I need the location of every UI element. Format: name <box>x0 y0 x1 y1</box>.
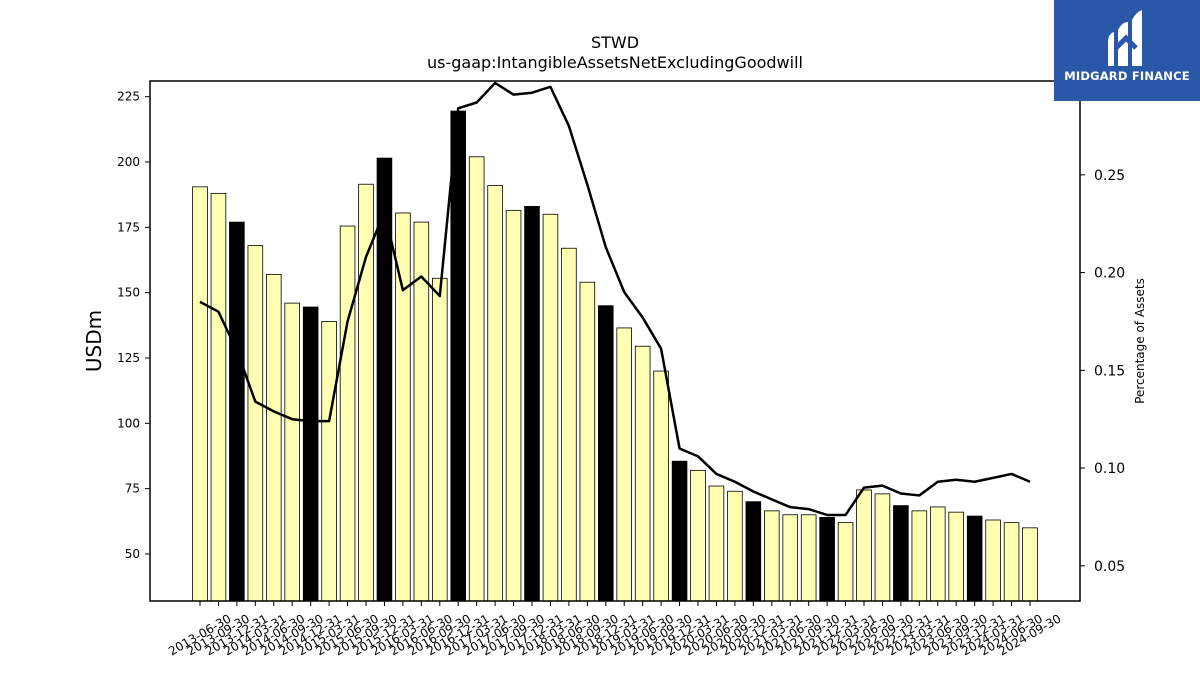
bar <box>764 510 780 602</box>
bar <box>321 320 337 602</box>
bar <box>819 516 835 602</box>
bar <box>966 515 983 602</box>
y-tick-label: 175 <box>117 220 140 234</box>
logo-text: MIDGARD FINANCE <box>1064 69 1190 83</box>
bar <box>247 245 264 602</box>
bar <box>598 305 614 602</box>
logo-mark-icon <box>1108 10 1142 66</box>
y-tick-label: 125 <box>117 351 140 365</box>
bar <box>561 247 577 602</box>
bar <box>1003 522 1020 602</box>
bar <box>690 469 706 602</box>
bar <box>339 225 356 602</box>
bar <box>782 514 799 602</box>
bar <box>450 110 466 602</box>
bar <box>431 277 448 602</box>
bar <box>487 185 503 602</box>
chart-title: STWD <box>591 33 639 52</box>
bar <box>671 460 688 602</box>
bar <box>985 519 1001 602</box>
x-axis: 2013-06-302013-09-302013-12-312014-03-31… <box>166 601 1064 658</box>
bar <box>302 306 319 602</box>
y-right-tick-label: 0.25 <box>1094 168 1125 184</box>
y-tick-label: 50 <box>125 547 140 561</box>
bar <box>911 510 928 602</box>
chart-subtitle: us-gaap:IntangibleAssetsNetExcludingGood… <box>427 53 803 72</box>
bar <box>616 327 633 602</box>
y-tick-label: 100 <box>117 416 140 430</box>
bar <box>708 485 725 602</box>
bar <box>893 505 909 602</box>
percentage-line <box>199 81 1031 517</box>
bar <box>727 490 743 602</box>
bar <box>837 522 854 602</box>
y-tick-label: 225 <box>117 90 140 104</box>
bar <box>856 489 872 602</box>
line-series <box>199 81 1031 517</box>
y-right-tick-label: 0.10 <box>1094 461 1125 477</box>
y-tick-label: 150 <box>117 286 140 300</box>
bar <box>948 511 965 602</box>
y-tick-label: 75 <box>125 482 140 496</box>
bar <box>1022 527 1038 602</box>
y-tick-label: 200 <box>117 155 140 169</box>
y-right-tick-label: 0.05 <box>1094 559 1125 575</box>
bar <box>634 345 651 602</box>
y-right-tick-label: 0.15 <box>1094 363 1125 379</box>
bar <box>229 221 245 602</box>
y-axis-label: USDm <box>82 310 106 372</box>
bar <box>210 192 227 602</box>
y-right-tick-label: 0.20 <box>1094 266 1125 282</box>
bar <box>579 281 596 602</box>
y-axis-right: 0.05 0.10 0.15 0.20 0.25 <box>1080 168 1125 575</box>
bar <box>653 370 669 602</box>
bar <box>505 209 522 602</box>
bar <box>745 501 762 602</box>
bar <box>192 186 208 602</box>
bar <box>284 302 300 602</box>
y-axis-left: 50 75 100 125 150 175 200 225 <box>117 90 150 561</box>
plot-frame <box>149 80 1081 602</box>
bar <box>542 213 559 602</box>
bar <box>930 506 946 602</box>
bar <box>800 514 817 602</box>
midgard-finance-logo: MIDGARD FINANCE <box>1054 0 1200 101</box>
y-axis-right-label: Percentage of Assets <box>1133 278 1147 404</box>
bar-series <box>192 110 1038 602</box>
bar <box>468 156 485 602</box>
bar <box>874 493 891 602</box>
bar <box>265 273 282 602</box>
bar <box>524 206 540 602</box>
